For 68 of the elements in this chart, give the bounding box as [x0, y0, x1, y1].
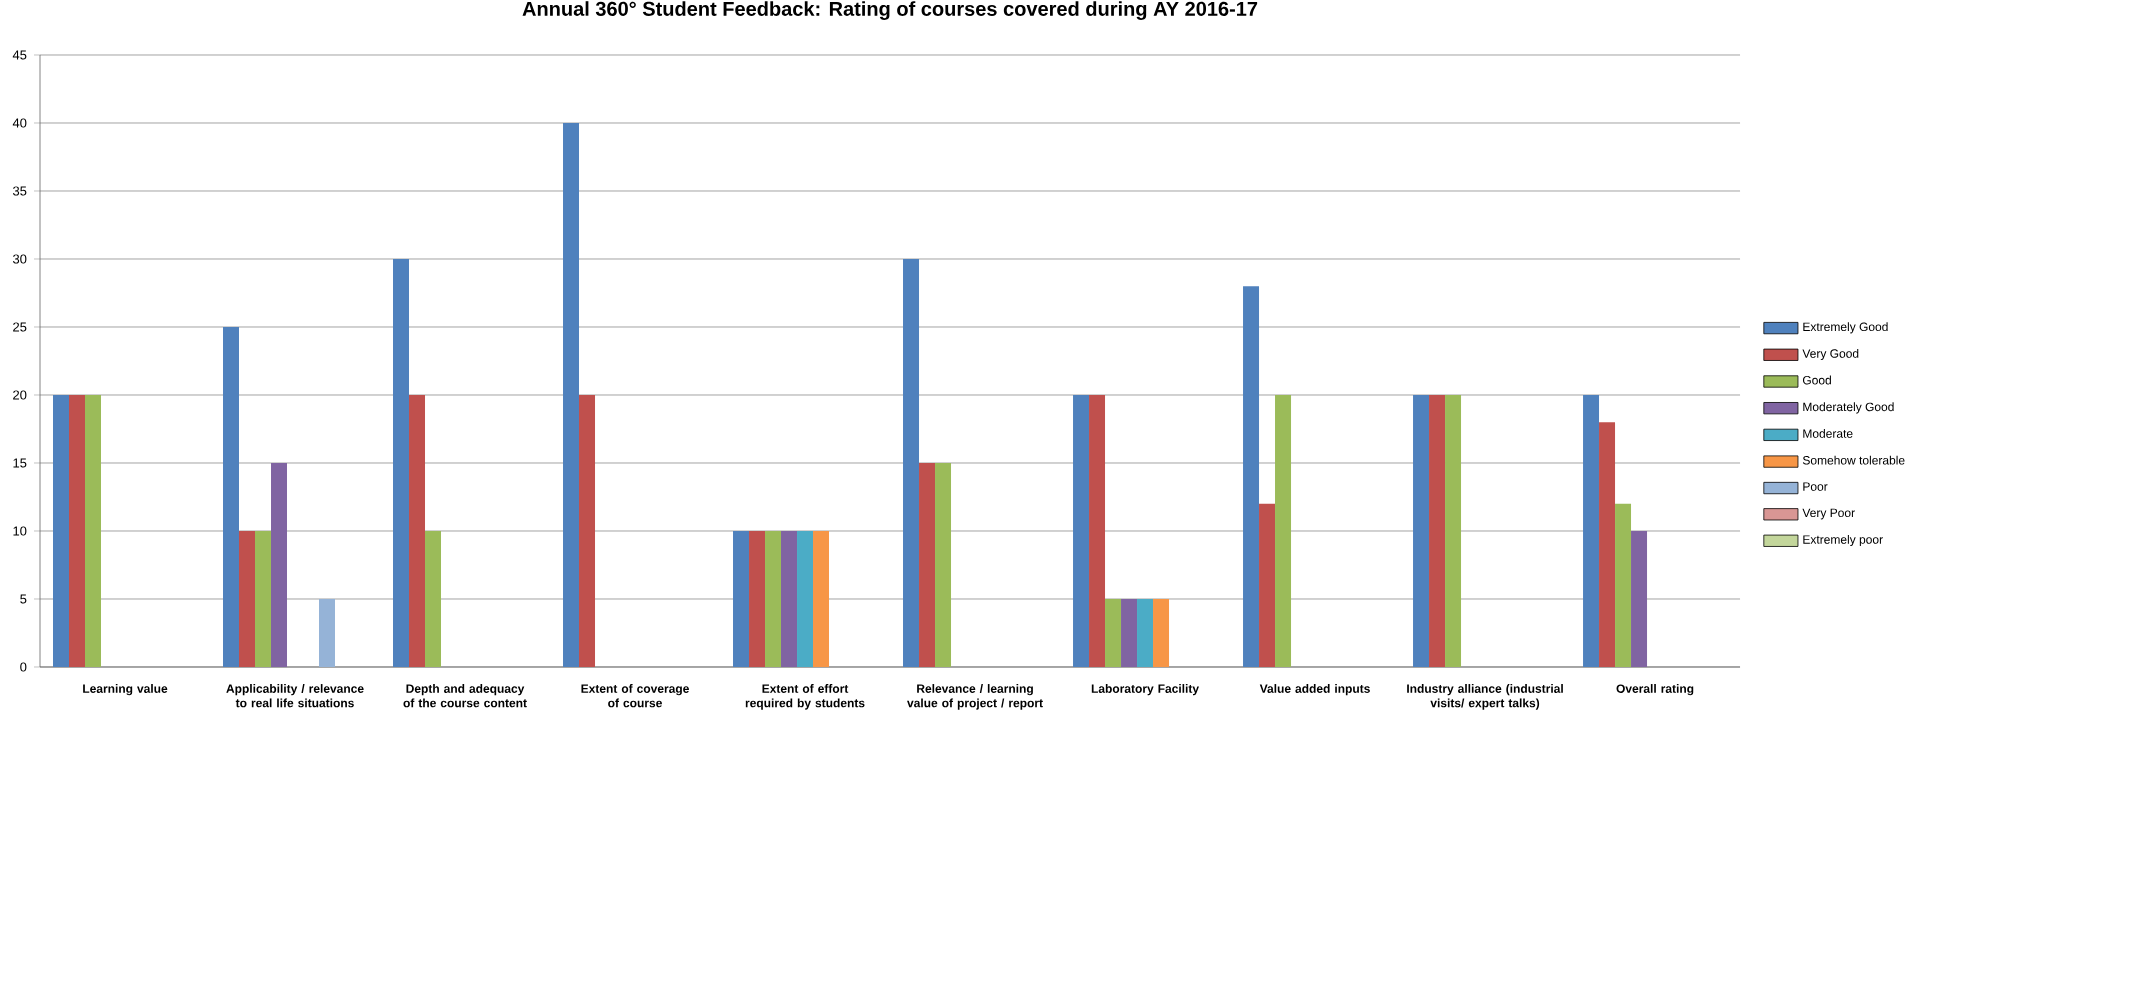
- legend-label: Moderate: [1803, 429, 1853, 438]
- legend-label: Extremely Good: [1803, 322, 1888, 334]
- x-tick-label: Extent of effort required by students: [745, 684, 865, 710]
- bar: [409, 395, 426, 667]
- bar: [239, 531, 256, 667]
- bar: [1615, 503, 1632, 667]
- bar: [579, 395, 596, 667]
- bar: [919, 463, 936, 667]
- x-tick-label: Relevance / learning value of project / report: [907, 684, 1043, 710]
- bar: [1631, 531, 1648, 667]
- legend-label: Somehow tolerable: [1802, 455, 1905, 465]
- legend-label: Very Poor: [1802, 508, 1855, 520]
- x-tick-label: Value added inputs: [1259, 684, 1370, 696]
- bar: [765, 531, 782, 667]
- bar: [255, 531, 272, 667]
- bar: [1445, 395, 1462, 667]
- bar: [223, 327, 240, 667]
- x-tick-label: Overall rating: [1616, 684, 1694, 696]
- bar: [1153, 599, 1170, 667]
- bar: [425, 531, 442, 667]
- x-tick-label: Extent of coverage of course: [581, 684, 689, 708]
- bar: [1429, 395, 1446, 667]
- y-tick-label: 40: [12, 118, 27, 128]
- x-tick-label: Industry alliance (industrial visits/ expert talks): [1407, 684, 1563, 710]
- bar: [1121, 599, 1138, 667]
- y-tick-label: 45: [12, 50, 27, 60]
- bar: [271, 463, 288, 667]
- bar: [813, 531, 830, 667]
- chart-title: Annual 360° Student Feedback: Rating of courses covered during AY 2016-17: [522, 1, 1258, 20]
- legend-label: Good: [1802, 375, 1831, 385]
- bar: [781, 531, 798, 667]
- bar: [1259, 503, 1276, 667]
- legend-label: Moderately Good: [1803, 402, 1894, 414]
- bar: [903, 259, 920, 667]
- y-tick-label: 25: [13, 322, 27, 332]
- y-tick-label: 15: [13, 458, 27, 468]
- y-tick-label: 10: [13, 526, 27, 536]
- bar: [1413, 395, 1430, 667]
- legend-label: Very Good: [1802, 348, 1859, 361]
- bar: [749, 531, 766, 667]
- bar: [1583, 395, 1600, 667]
- bar: [53, 395, 69, 667]
- x-tick-label: Depth and adequacy of the course content: [403, 684, 527, 708]
- legend-label: Poor: [1803, 482, 1828, 491]
- bar: [69, 395, 85, 667]
- bar: [563, 123, 580, 667]
- x-tick-label: Laboratory Facility: [1091, 684, 1199, 696]
- bar: [935, 463, 952, 667]
- x-tick-label: Learning value: [83, 684, 168, 696]
- bar: [1599, 422, 1616, 667]
- y-tick-label: 0: [20, 662, 27, 672]
- bar: [1137, 599, 1154, 667]
- bar: [733, 531, 750, 667]
- y-tick-label: 20: [13, 390, 27, 400]
- y-tick-label: 35: [12, 186, 27, 196]
- bar: [797, 531, 814, 667]
- bar: [1073, 395, 1090, 667]
- y-tick-label: 5: [20, 594, 27, 604]
- bar: [1105, 599, 1122, 667]
- legend-label: Extremely poor: [1803, 534, 1883, 547]
- bar: [1275, 395, 1292, 667]
- x-tick-label: Applicability / relevance to real life situations: [226, 684, 364, 708]
- bar: [1089, 395, 1106, 667]
- bar: [393, 259, 410, 667]
- bar: [85, 395, 102, 667]
- bar: [1243, 286, 1260, 667]
- bar: [319, 599, 336, 667]
- y-tick-label: 30: [12, 254, 27, 264]
